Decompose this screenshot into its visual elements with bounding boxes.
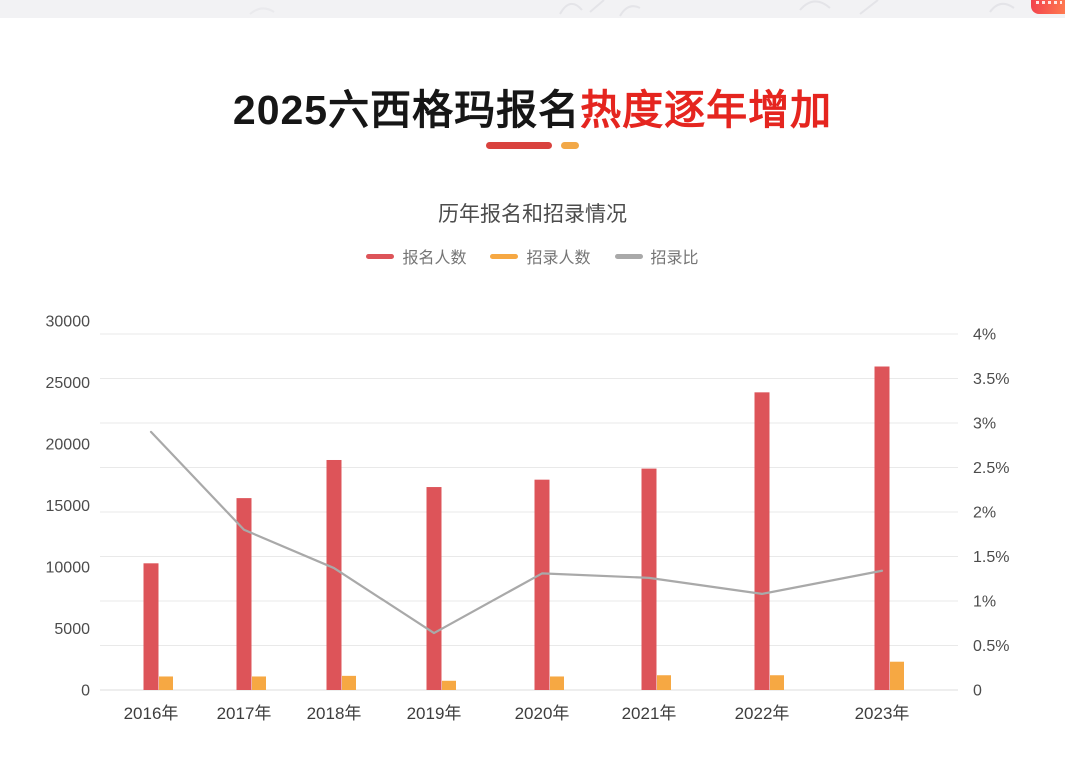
title-divider [0,142,1065,149]
registrations-bar-2016 [143,563,159,690]
legend-label: 招录人数 [526,250,591,267]
x-axis-label-2020: 2020年 [515,704,570,723]
legend-label: 报名人数 [402,250,467,267]
top-decor-strip [0,0,1065,18]
right-axis-tick-label: 4% [973,327,996,344]
registrations-bar-2017 [236,498,252,690]
x-axis-label-2017: 2017年 [217,704,272,723]
left-axis-tick-label: 0 [81,683,90,700]
right-axis-tick-label: 2.5% [973,460,1009,477]
page-title-highlight: 热度逐年增加 [580,87,833,133]
registrations-bar-2018 [326,459,342,690]
left-axis-tick-label: 15000 [46,498,91,515]
x-axis-label-2019: 2019年 [407,704,462,723]
chart-legend: 报名人数 招录人数 招录比 [0,244,1065,268]
page-title: 2025六西格玛报名热度逐年增加 [0,76,1065,136]
left-axis-tick-label: 30000 [46,314,91,331]
admissions-bar-2019 [442,680,456,690]
right-axis-tick-label: 3.5% [973,371,1009,388]
x-axis-label-2021: 2021年 [622,704,677,723]
legend-item-ratio[interactable]: 招录比 [614,244,699,268]
right-axis-tick-label: 0.5% [973,638,1009,655]
registrations-bar-2023 [874,366,890,690]
divider-red-bar [486,142,552,149]
right-axis-tick-label: 0 [973,683,982,700]
watermark-sketches [249,0,1015,17]
legend-item-admissions[interactable]: 招录人数 [490,244,591,268]
left-axis-tick-label: 10000 [46,560,91,577]
right-axis-tick-label: 3% [973,416,996,433]
admissions-bar-2020 [550,676,564,690]
admissions-bar-2017 [252,676,266,690]
x-axis-label-2023: 2023年 [855,704,910,723]
admissions-bar-2023 [890,661,904,690]
left-axis-tick-label: 20000 [46,437,91,454]
ratio-line [149,430,884,635]
chart-title: 历年报名和招录情况 [438,203,627,226]
right-axis-tick-label: 2% [973,505,996,522]
registrations-bar-2021 [641,468,657,690]
left-axis-tick-label: 5000 [54,621,90,638]
right-axis-tick-label: 1.5% [973,549,1009,566]
registrations-bar-2019 [426,487,442,690]
x-axis-label-2022: 2022年 [735,704,790,723]
legend-label: 招录比 [650,250,699,267]
corner-ribbon-button[interactable] [1031,0,1065,14]
x-axis-label-2016: 2016年 [124,704,179,723]
legend-swatch [490,253,519,259]
left-axis-tick-label: 25000 [46,375,91,392]
divider-orange-bar [561,142,579,149]
page-title-prefix: 2025六西格玛报名 [232,87,581,133]
admissions-bar-2018 [342,675,356,690]
corner-ribbon-cutoff-text [1036,1,1062,4]
registrations-bar-2022 [754,392,770,690]
legend-swatch [614,253,643,259]
legend-item-registrations[interactable]: 报名人数 [366,244,466,268]
admissions-bar-2016 [159,676,173,690]
legend-swatch [366,253,395,259]
admissions-bar-2022 [770,675,784,690]
right-axis-tick-label: 1% [973,594,996,611]
admissions-bar-2021 [657,675,671,690]
x-axis-label-2018: 2018年 [307,704,362,723]
registrations-bar-2020 [534,479,550,690]
